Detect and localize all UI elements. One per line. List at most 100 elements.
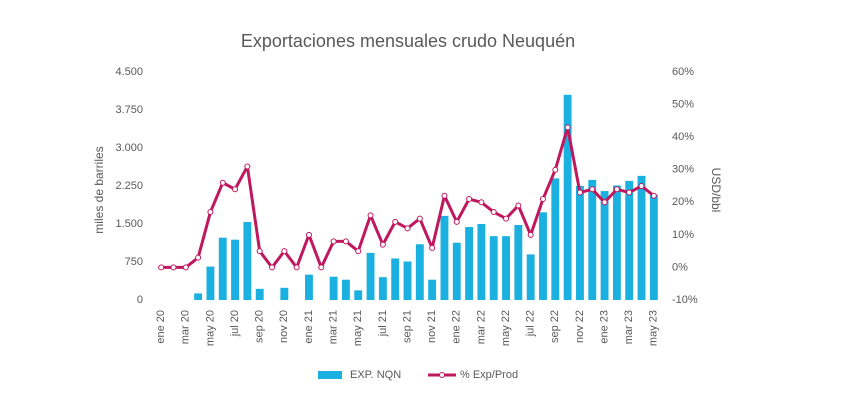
bar	[354, 290, 363, 300]
bar	[440, 215, 449, 300]
chart-title: Exportaciones mensuales crudo Neuquén	[241, 31, 575, 51]
bar	[563, 94, 572, 300]
x-tick-label: ene 23	[598, 310, 610, 344]
bar	[415, 244, 424, 300]
line-marker	[429, 244, 436, 251]
x-tick-label: may 21	[352, 310, 364, 346]
bar	[465, 227, 474, 300]
line-marker	[293, 264, 300, 271]
line-marker	[232, 186, 239, 193]
x-tick-label: mar 21	[328, 310, 340, 344]
bar	[612, 185, 621, 300]
y2-axis-label: USD/bbl	[709, 168, 723, 213]
line-marker	[638, 183, 645, 189]
line-marker	[527, 231, 534, 238]
line-marker	[613, 186, 620, 193]
line-marker	[576, 189, 583, 196]
bar	[551, 178, 560, 300]
y2-tick-label: 40%	[672, 131, 694, 143]
x-tick-label: ene 20	[155, 310, 167, 344]
bar	[206, 266, 215, 300]
line-marker	[650, 192, 657, 199]
line-marker	[503, 215, 510, 222]
line-marker	[158, 264, 165, 271]
line-marker	[601, 199, 608, 206]
line-marker	[342, 238, 349, 245]
bar	[329, 276, 338, 300]
bar	[539, 212, 547, 300]
x-tick-label: jul 21	[377, 310, 389, 337]
x-tick-label: sep 21	[401, 310, 413, 343]
bar	[625, 180, 634, 300]
bar	[194, 293, 203, 300]
bar	[366, 252, 375, 300]
line-marker	[404, 225, 411, 232]
bar	[218, 237, 227, 300]
bar	[231, 239, 240, 300]
line-marker	[195, 254, 202, 261]
bar	[341, 279, 350, 300]
y-tick-label: 4.500	[115, 66, 143, 78]
bar	[514, 225, 523, 300]
x-tick-label: nov 20	[278, 310, 290, 343]
line-marker	[305, 231, 312, 238]
bar	[637, 175, 646, 300]
bar	[502, 236, 510, 300]
y-axis-label: miles de barriles	[92, 146, 106, 233]
line-marker	[552, 166, 559, 173]
line-marker	[478, 199, 485, 206]
line-marker	[207, 209, 214, 216]
y-tick-label: 2.250	[115, 180, 143, 192]
line-marker	[589, 186, 596, 193]
legend-swatch	[439, 372, 445, 378]
bar	[403, 261, 412, 300]
line-marker	[490, 209, 497, 216]
legend-label: % Exp/Prod	[460, 369, 518, 381]
y-tick-label: 0	[137, 294, 143, 306]
line-marker	[626, 189, 633, 196]
x-tick-label: jul 20	[229, 310, 241, 337]
x-tick-label: sep 22	[549, 310, 561, 343]
line-marker	[170, 264, 177, 271]
x-tick-label: may 22	[500, 310, 512, 346]
line-marker	[269, 264, 276, 271]
line-marker	[539, 196, 546, 203]
x-tick-label: sep 20	[254, 310, 266, 343]
line-marker	[453, 218, 460, 225]
line-marker	[379, 241, 386, 248]
x-tick-label: mar 20	[180, 310, 192, 344]
legend-label: EXP. NQN	[350, 369, 401, 381]
y2-tick-label: 50%	[672, 98, 694, 110]
bar	[305, 274, 313, 300]
bar	[575, 186, 584, 300]
line-marker	[564, 124, 571, 131]
y-tick-label: 3.000	[115, 142, 143, 154]
y-tick-label: 750	[125, 256, 143, 268]
bar	[588, 179, 597, 300]
bar	[391, 258, 400, 300]
bar	[526, 254, 535, 300]
y2-tick-label: 30%	[672, 164, 694, 176]
x-tick-label: jul 22	[525, 310, 537, 337]
line-marker	[392, 218, 399, 225]
line-marker	[355, 248, 362, 255]
x-tick-label: ene 21	[303, 310, 315, 344]
y-tick-label: 1.500	[115, 218, 143, 230]
line-marker	[219, 179, 226, 186]
bar	[649, 194, 658, 300]
bar	[428, 279, 437, 300]
y2-tick-label: 20%	[672, 196, 694, 208]
x-tick-label: mar 22	[475, 310, 487, 344]
line-marker	[466, 196, 473, 203]
line-marker	[515, 202, 522, 209]
bar	[477, 224, 486, 300]
y2-tick-label: 60%	[672, 66, 694, 78]
x-tick-label: nov 22	[574, 310, 586, 343]
x-tick-label: ene 22	[451, 310, 463, 344]
bar	[489, 236, 498, 300]
bar	[452, 242, 461, 300]
bar	[600, 191, 609, 300]
line-marker	[182, 264, 189, 271]
y2-tick-label: 0%	[672, 261, 688, 273]
